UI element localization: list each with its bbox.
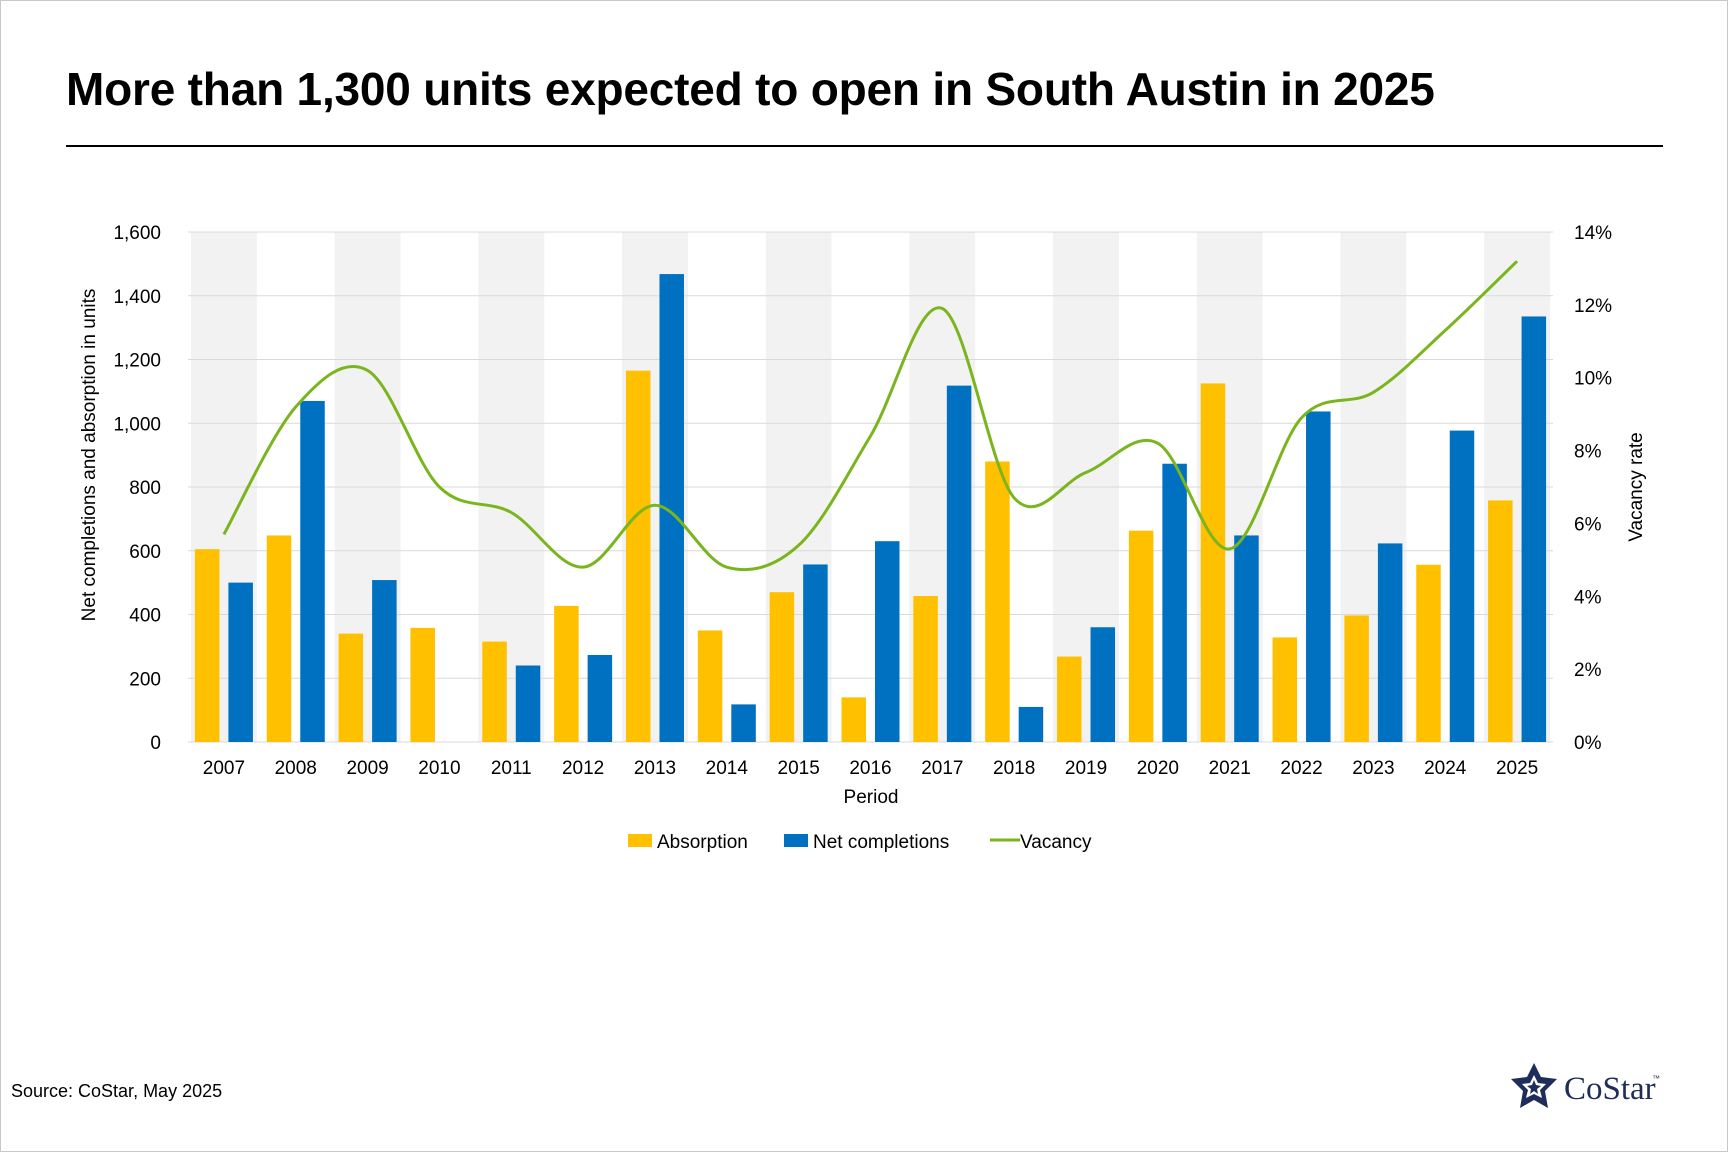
absorption-bar — [194, 549, 220, 742]
net-completions-bar — [228, 582, 253, 742]
costar-star-logo-icon — [1511, 1063, 1557, 1108]
net-completions-bar — [1234, 535, 1259, 742]
absorption-bar — [1200, 383, 1226, 742]
absorption-bar — [1057, 656, 1082, 742]
y2-tick-label: 12% — [1574, 296, 1612, 317]
net-completions-bar — [875, 541, 900, 742]
absorption-bar — [266, 535, 292, 742]
x-tick-label: 2025 — [1496, 758, 1538, 779]
costar-logo: CoStar ™ — [1510, 1062, 1670, 1114]
vacancy-line — [222, 260, 1519, 572]
net-completions-bar — [1449, 430, 1475, 742]
absorption-bar — [1128, 530, 1154, 742]
y2-tick-label: 10% — [1574, 369, 1612, 390]
x-tick-label: 2018 — [993, 758, 1035, 779]
y-tick-label: 1,400 — [113, 287, 161, 308]
x-axis-title: Period — [844, 787, 899, 808]
net-completions-bar — [1377, 543, 1403, 742]
absorption-bar — [1344, 615, 1369, 742]
absorption-bar — [697, 630, 723, 742]
net-completions-bar — [946, 385, 972, 742]
net-completions-bar — [372, 580, 397, 742]
net-completions-bar — [1306, 411, 1331, 742]
logo-wordmark: CoStar — [1564, 1071, 1656, 1107]
absorption-bar — [338, 633, 364, 742]
x-tick-label: 2020 — [1137, 758, 1179, 779]
y-tick-label: 200 — [129, 669, 161, 690]
net-completions-bar — [300, 400, 325, 742]
y2-tick-label: 6% — [1574, 514, 1602, 535]
legend-swatch — [628, 834, 652, 847]
y-tick-label: 1,600 — [113, 223, 161, 244]
net-completions-bar — [1090, 627, 1116, 742]
legend-label: Vacancy — [1020, 832, 1092, 853]
y-tick-label: 1,000 — [113, 414, 161, 435]
net-completions-bar — [1018, 706, 1044, 742]
x-tick-label: 2012 — [562, 758, 604, 779]
legend-label: Absorption — [657, 832, 748, 853]
x-tick-label: 2024 — [1424, 758, 1467, 779]
net-completions-bar — [1521, 316, 1547, 742]
y2-axis-title: Vacancy rate — [1626, 432, 1647, 541]
x-tick-label: 2007 — [203, 758, 245, 779]
y-tick-label: 800 — [129, 478, 161, 499]
x-tick-label: 2010 — [418, 758, 460, 779]
y-tick-label: 400 — [129, 606, 161, 627]
x-tick-label: 2009 — [346, 758, 388, 779]
legend-swatch — [784, 834, 808, 847]
x-tick-label: 2023 — [1352, 758, 1394, 779]
x-tick-label: 2011 — [491, 758, 532, 779]
x-tick-label: 2008 — [275, 758, 317, 779]
x-tick-label: 2017 — [921, 758, 963, 779]
y2-tick-label: 8% — [1574, 442, 1602, 463]
absorption-bar — [554, 605, 579, 742]
net-completions-bar — [1162, 463, 1187, 742]
x-tick-label: 2022 — [1280, 758, 1322, 779]
absorption-bar — [985, 461, 1010, 742]
y-tick-label: 600 — [129, 542, 161, 563]
y2-tick-label: 14% — [1574, 223, 1612, 244]
absorption-bar — [1488, 500, 1513, 742]
y-tick-label: 1,200 — [113, 351, 161, 372]
logo-trademark: ™ — [1652, 1074, 1660, 1083]
legend-label: Net completions — [813, 832, 949, 853]
net-completions-bar — [587, 654, 613, 742]
x-tick-label: 2019 — [1065, 758, 1107, 779]
net-completions-bar — [515, 665, 541, 742]
net-completions-bar — [731, 704, 756, 742]
absorption-bar — [625, 370, 651, 742]
chart-title: More than 1,300 units expected to open i… — [66, 63, 1435, 115]
x-tick-label: 2014 — [706, 758, 749, 779]
absorption-bar — [1416, 564, 1441, 742]
x-tick-label: 2015 — [778, 758, 820, 779]
y-axis-title: Net completions and absorption in units — [79, 289, 100, 622]
absorption-bar — [841, 697, 866, 742]
net-completions-bar — [803, 564, 828, 742]
absorption-bar — [913, 596, 938, 742]
y2-tick-label: 2% — [1574, 660, 1602, 681]
absorption-bar — [410, 627, 435, 742]
absorption-bar — [1272, 637, 1298, 742]
x-tick-label: 2021 — [1209, 758, 1251, 779]
x-tick-label: 2016 — [849, 758, 891, 779]
y2-tick-label: 0% — [1574, 733, 1602, 754]
absorption-bar — [769, 592, 795, 742]
y2-tick-label: 4% — [1574, 587, 1602, 608]
absorption-bar — [482, 641, 507, 742]
y-tick-label: 0 — [150, 733, 161, 754]
source-note: Source: CoStar, May 2025 — [11, 1081, 223, 1101]
x-tick-label: 2013 — [634, 758, 676, 779]
title-divider — [66, 145, 1663, 147]
